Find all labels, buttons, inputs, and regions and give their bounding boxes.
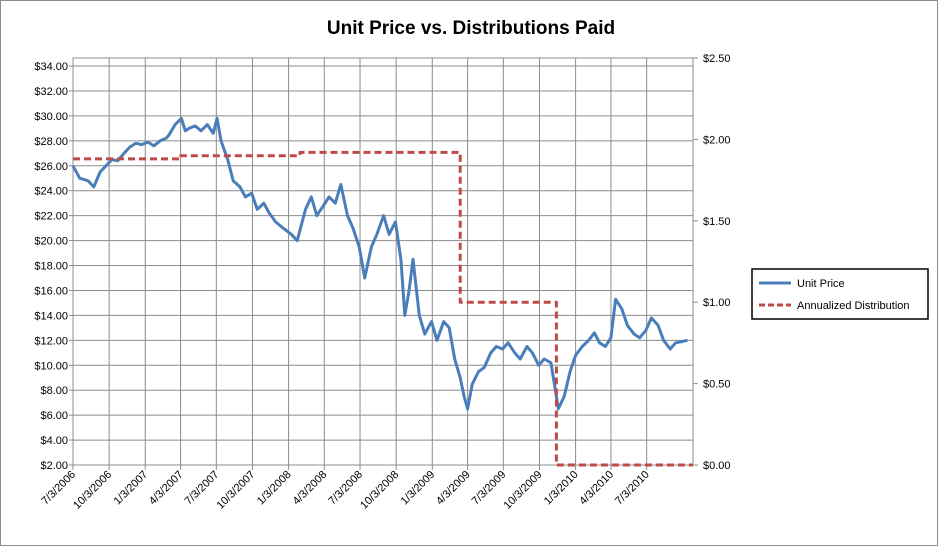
x-tick-label: 10/3/2008 <box>358 469 401 512</box>
right-tick-label: $2.50 <box>703 53 731 65</box>
x-tick-label: 4/3/2007 <box>147 469 186 508</box>
x-tick-label: 7/3/2010 <box>613 469 652 508</box>
x-tick-label: 1/3/2010 <box>542 469 581 508</box>
x-tick-label: 4/3/2008 <box>291 469 330 508</box>
left-tick-label: $20.00 <box>34 236 68 248</box>
left-tick-label: $10.00 <box>34 360 68 372</box>
legend: Unit Price Annualized Distribution <box>751 268 929 320</box>
x-tick-label: 1/3/2008 <box>255 469 294 508</box>
left-tick-label: $28.00 <box>34 136 68 148</box>
left-tick-label: $2.00 <box>40 460 68 472</box>
x-axis: 7/3/200610/3/20061/3/20074/3/20077/3/200… <box>39 465 652 512</box>
left-tick-label: $8.00 <box>40 385 68 397</box>
right-tick-label: $1.50 <box>703 216 731 228</box>
legend-label-annualized-distribution: Annualized Distribution <box>797 300 910 312</box>
left-tick-label: $6.00 <box>40 410 68 422</box>
x-tick-label: 10/3/2006 <box>71 469 114 512</box>
left-tick-label: $26.00 <box>34 161 68 173</box>
left-tick-label: $14.00 <box>34 310 68 322</box>
x-tick-label: 4/3/2009 <box>434 469 473 508</box>
series-line-unit-price <box>71 116 688 411</box>
chart-title: Unit Price vs. Distributions Paid <box>327 18 615 39</box>
x-tick-label: 10/3/2007 <box>214 469 257 512</box>
x-tick-label: 1/3/2009 <box>399 469 438 508</box>
left-tick-label: $22.00 <box>34 211 68 223</box>
right-axis: $0.00 $0.50 $1.00 $1.50 $2.00 $2.50 <box>692 53 731 472</box>
left-tick-label: $12.00 <box>34 335 68 347</box>
right-tick-label: $2.00 <box>703 134 731 146</box>
gridlines <box>72 58 693 466</box>
legend-label-unit-price: Unit Price <box>797 278 845 290</box>
left-tick-label: $24.00 <box>34 186 68 198</box>
right-tick-label: $0.00 <box>703 460 731 472</box>
left-tick-label: $18.00 <box>34 261 68 273</box>
left-tick-label: $34.00 <box>34 61 68 73</box>
plot-area <box>72 57 694 466</box>
x-tick-label: 10/3/2009 <box>502 469 545 512</box>
legend-box <box>751 268 929 320</box>
left-tick-label: $32.00 <box>34 86 68 98</box>
left-tick-label: $30.00 <box>34 111 68 123</box>
left-tick-label: $16.00 <box>34 285 68 297</box>
x-tick-label: 4/3/2010 <box>577 469 616 508</box>
left-tick-label: $4.00 <box>40 435 68 447</box>
series-line-annualized-distribution <box>73 150 693 467</box>
right-tick-label: $1.00 <box>703 297 731 309</box>
right-tick-label: $0.50 <box>703 379 731 391</box>
left-axis: $2.00 $4.00 $6.00 $8.00 $10.00 $12.00 $14.00 $1… <box>34 61 73 472</box>
series-layer <box>71 116 693 467</box>
x-tick-label: 1/3/2007 <box>112 469 151 508</box>
